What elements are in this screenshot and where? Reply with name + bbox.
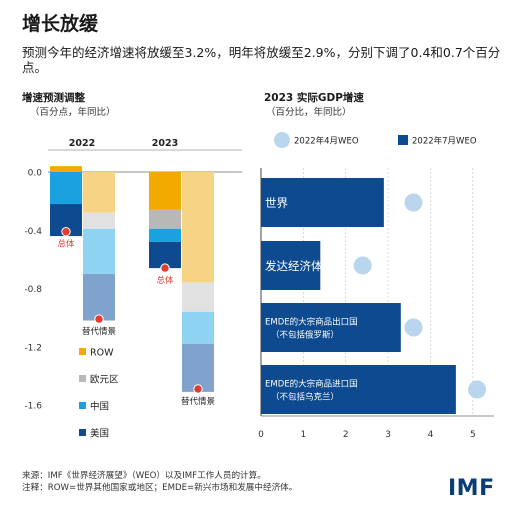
legend-label: ROW	[90, 348, 114, 359]
bar-segment	[149, 172, 181, 210]
legend-label: 中国	[90, 401, 109, 413]
legend-swatch	[79, 429, 86, 436]
x-tick-label: 0	[258, 430, 264, 440]
page-title: 增长放缓	[22, 13, 99, 35]
bar-segment	[83, 172, 115, 213]
total-dot-label: 替代情景	[82, 326, 116, 337]
bar-segment	[83, 228, 115, 274]
x-tick-label: 4	[428, 430, 434, 440]
category-label: （不包括俄罗斯）	[271, 330, 339, 341]
source-note: 来源：IMF《世界经济展望》（WEO）以及IMF工作人员的计算。	[22, 471, 266, 481]
bar	[261, 303, 401, 352]
bar-segment	[83, 273, 115, 321]
category-label: EMDE的大宗商品进口国	[265, 379, 358, 390]
bar-segment	[50, 166, 82, 172]
legend-label: 欧元区	[90, 374, 119, 386]
legend-label: 2022年4月WEO	[294, 136, 359, 147]
legend-label: 美国	[90, 428, 109, 440]
category-label: （不包括乌克兰）	[271, 392, 339, 403]
bar-segment	[182, 282, 214, 312]
legend-swatch	[398, 135, 408, 145]
imf-logo: IMF	[448, 476, 495, 501]
abbrev-note: 注释：ROW=世界其他国家或地区；EMDE=新兴市场和发展中经济体。	[22, 483, 298, 493]
bar-segment	[182, 172, 214, 283]
bar-segment	[182, 343, 214, 392]
bubble-point	[404, 318, 423, 337]
y-tick-label: 0.0	[28, 169, 43, 179]
category-label: 世界	[265, 196, 288, 210]
y-tick-label: -1.6	[24, 402, 42, 412]
y-tick-label: -0.4	[24, 227, 42, 237]
total-dot-label: 总体	[156, 275, 174, 286]
bar-segment	[182, 311, 214, 344]
category-label: EMDE的大宗商品出口国	[265, 317, 358, 328]
total-dot-label: 总体	[57, 239, 75, 250]
bar-segment	[83, 212, 115, 229]
left-panel-title: 增速预测调整	[22, 92, 85, 104]
footer-notes: 来源：IMF《世界经济展望》（WEO）以及IMF工作人员的计算。 注释：ROW=…	[22, 470, 297, 494]
bubble-point	[404, 193, 423, 212]
right-panel-subtitle: （百分比，年同比）	[266, 107, 352, 118]
legend-bubble-icon	[274, 132, 290, 148]
legend-swatch	[79, 375, 86, 382]
page-subtitle: 预测今年的经济增速将放缓至3.2%，明年将放缓至2.9%，分别下调了0.4和0.…	[22, 45, 501, 75]
y-tick-label: -0.8	[24, 285, 42, 295]
total-dot	[61, 227, 71, 237]
bar-segment	[50, 172, 82, 205]
category-label: 发达经济体	[265, 259, 323, 273]
legend-label: 2022年7月WEO	[412, 136, 477, 147]
total-dot-label: 替代情景	[181, 396, 215, 407]
bubble-point	[353, 256, 372, 275]
total-dot	[94, 314, 104, 324]
bar-segment	[149, 209, 181, 229]
legend-swatch	[79, 402, 86, 409]
total-dot	[193, 384, 203, 394]
y-tick-label: -1.2	[24, 343, 42, 353]
left-panel-subtitle: （百分点，年同比）	[30, 107, 116, 118]
group-label: 2022	[69, 138, 95, 149]
bar	[261, 178, 384, 227]
x-tick-label: 5	[470, 430, 476, 440]
x-tick-label: 2	[343, 430, 349, 440]
bubble-point	[468, 380, 487, 399]
x-tick-label: 1	[300, 430, 306, 440]
legend-swatch	[79, 348, 86, 355]
total-dot	[160, 263, 170, 273]
x-tick-label: 3	[385, 430, 391, 440]
bar-segment	[149, 228, 181, 242]
bar	[261, 241, 321, 290]
bar	[261, 365, 456, 414]
group-label: 2023	[152, 138, 178, 149]
right-panel-title: 2023 实际GDP增速	[264, 92, 364, 104]
